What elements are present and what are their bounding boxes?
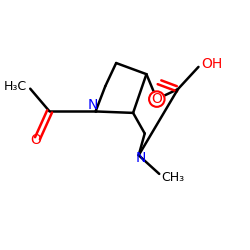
- Text: CH₃: CH₃: [161, 171, 184, 184]
- Text: N: N: [136, 151, 146, 165]
- Text: N: N: [88, 98, 98, 112]
- Text: OH: OH: [201, 58, 222, 71]
- Text: O: O: [152, 92, 162, 106]
- Text: H₃C: H₃C: [4, 80, 27, 93]
- Text: O: O: [30, 133, 41, 147]
- Circle shape: [149, 91, 164, 107]
